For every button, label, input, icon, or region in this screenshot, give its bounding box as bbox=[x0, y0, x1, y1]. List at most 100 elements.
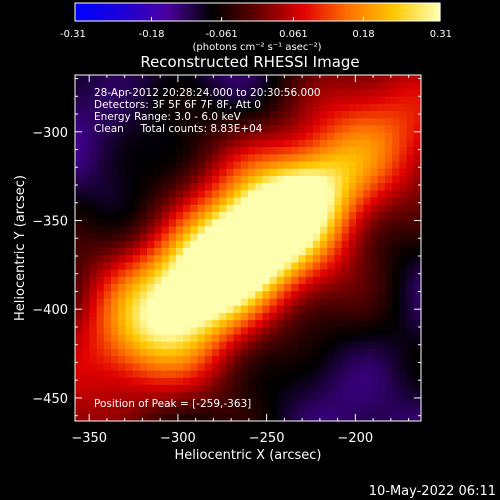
heatmap-pixel bbox=[269, 320, 278, 328]
heatmap-pixel bbox=[356, 291, 364, 299]
heatmap-pixel bbox=[348, 190, 357, 199]
heatmap-pixel bbox=[89, 312, 98, 321]
heatmap-pixel bbox=[125, 161, 134, 170]
heatmap-pixel bbox=[392, 298, 400, 307]
heatmap-pixel bbox=[82, 377, 90, 386]
heatmap-pixel bbox=[226, 219, 235, 227]
heatmap-pixel bbox=[392, 111, 400, 119]
heatmap-pixel bbox=[82, 312, 90, 321]
heatmap-pixel bbox=[211, 276, 220, 285]
heatmap-pixel bbox=[168, 406, 177, 415]
heatmap-pixel bbox=[226, 305, 235, 314]
heatmap-pixel bbox=[154, 75, 162, 83]
heatmap-pixel bbox=[190, 399, 199, 408]
heatmap-pixel bbox=[118, 327, 126, 335]
heatmap-pixel bbox=[406, 82, 415, 90]
colorbar-cell bbox=[357, 3, 361, 21]
heatmap-pixel bbox=[341, 255, 350, 263]
heatmap-pixel bbox=[82, 276, 90, 285]
heatmap-pixel bbox=[291, 204, 299, 213]
heatmap-pixel bbox=[139, 399, 148, 408]
heatmap-pixel bbox=[125, 89, 134, 98]
heatmap-pixel bbox=[197, 413, 206, 421]
heatmap-pixel bbox=[226, 269, 235, 278]
heatmap-pixel bbox=[219, 312, 227, 321]
heatmap-pixel bbox=[370, 276, 379, 285]
heatmap-pixel bbox=[291, 190, 299, 199]
heatmap-pixel bbox=[255, 211, 263, 220]
heatmap-pixel bbox=[204, 204, 213, 213]
heatmap-pixel bbox=[75, 111, 83, 119]
heatmap-pixel bbox=[248, 161, 256, 170]
heatmap-pixel bbox=[334, 89, 343, 98]
heatmap-pixel bbox=[132, 334, 141, 343]
heatmap-pixel bbox=[118, 334, 126, 343]
heatmap-pixel bbox=[219, 175, 227, 184]
heatmap-pixel bbox=[305, 96, 314, 105]
heatmap-pixel bbox=[175, 183, 184, 191]
heatmap-pixel bbox=[377, 255, 386, 263]
heatmap-pixel bbox=[392, 248, 400, 256]
heatmap-pixel bbox=[305, 211, 314, 220]
heatmap-pixel bbox=[147, 384, 155, 393]
heatmap-pixel bbox=[226, 392, 235, 400]
heatmap-pixel bbox=[327, 291, 335, 299]
heatmap-pixel bbox=[320, 392, 328, 400]
heatmap-pixel bbox=[226, 384, 235, 393]
heatmap-pixel bbox=[377, 377, 386, 386]
heatmap-pixel bbox=[413, 82, 421, 90]
heatmap-pixel bbox=[233, 211, 242, 220]
heatmap-pixel bbox=[377, 341, 386, 350]
heatmap-pixel bbox=[111, 284, 119, 292]
heatmap-pixel bbox=[291, 139, 299, 148]
heatmap-pixel bbox=[190, 118, 199, 126]
heatmap-pixel bbox=[370, 413, 379, 421]
heatmap-pixel bbox=[363, 348, 372, 357]
axis-ticks: −350 −300 −250 −200−450−400−350−300 bbox=[32, 75, 421, 446]
heatmap-pixel bbox=[197, 139, 206, 148]
heatmap-pixel bbox=[384, 89, 393, 98]
heatmap-pixel bbox=[211, 197, 220, 206]
heatmap-pixel bbox=[298, 334, 307, 343]
heatmap-pixel bbox=[226, 233, 235, 242]
heatmap-pixel bbox=[399, 327, 408, 335]
heatmap-pixel bbox=[226, 399, 235, 408]
heatmap-pixel bbox=[348, 399, 357, 408]
heatmap-pixel bbox=[103, 204, 112, 213]
heatmap-pixel bbox=[305, 334, 314, 343]
colorbar-cell bbox=[425, 3, 429, 21]
heatmap-pixel bbox=[219, 118, 227, 126]
heatmap-pixel bbox=[334, 190, 343, 199]
heatmap-pixel bbox=[75, 312, 83, 321]
heatmap-pixel bbox=[82, 190, 90, 199]
colorbar-cell bbox=[270, 3, 274, 21]
heatmap-pixel bbox=[413, 384, 421, 393]
heatmap-pixel bbox=[276, 327, 285, 335]
heatmap-pixel bbox=[255, 413, 263, 421]
heatmap-pixel bbox=[276, 233, 285, 242]
heatmap-pixel bbox=[384, 82, 393, 90]
colorbar-cell bbox=[330, 3, 334, 21]
heatmap-pixel bbox=[233, 226, 242, 235]
heatmap-pixel bbox=[103, 276, 112, 285]
heatmap-pixel bbox=[111, 132, 119, 141]
heatmap-pixel bbox=[248, 392, 256, 400]
heatmap-pixel bbox=[399, 276, 408, 285]
heatmap-pixel bbox=[132, 320, 141, 328]
heatmap-pixel bbox=[334, 103, 343, 112]
heatmap-pixel bbox=[305, 190, 314, 199]
heatmap-pixel bbox=[413, 312, 421, 321]
heatmap-pixel bbox=[82, 118, 90, 126]
heatmap-pixel bbox=[255, 240, 263, 249]
heatmap-pixel bbox=[125, 204, 134, 213]
heatmap-pixel bbox=[305, 356, 314, 364]
heatmap-pixel bbox=[125, 82, 134, 90]
heatmap-pixel bbox=[103, 197, 112, 206]
heatmap-pixel bbox=[377, 406, 386, 415]
colorbar-cell bbox=[297, 3, 301, 21]
heatmap-pixel bbox=[219, 139, 227, 148]
heatmap-pixel bbox=[392, 334, 400, 343]
colorbar-tick-label: -0.31 bbox=[60, 29, 86, 40]
heatmap-pixel bbox=[377, 399, 386, 408]
colorbar-cell bbox=[395, 3, 399, 21]
